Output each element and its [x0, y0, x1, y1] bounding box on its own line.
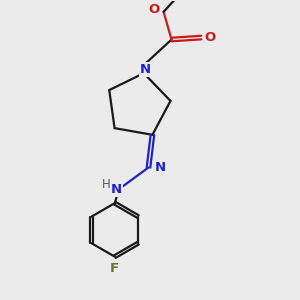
Text: O: O	[148, 3, 159, 16]
Text: N: N	[111, 183, 122, 196]
Text: N: N	[140, 63, 151, 76]
Text: O: O	[205, 31, 216, 44]
Text: H: H	[101, 178, 110, 191]
Text: N: N	[155, 161, 166, 174]
Text: F: F	[110, 262, 119, 275]
